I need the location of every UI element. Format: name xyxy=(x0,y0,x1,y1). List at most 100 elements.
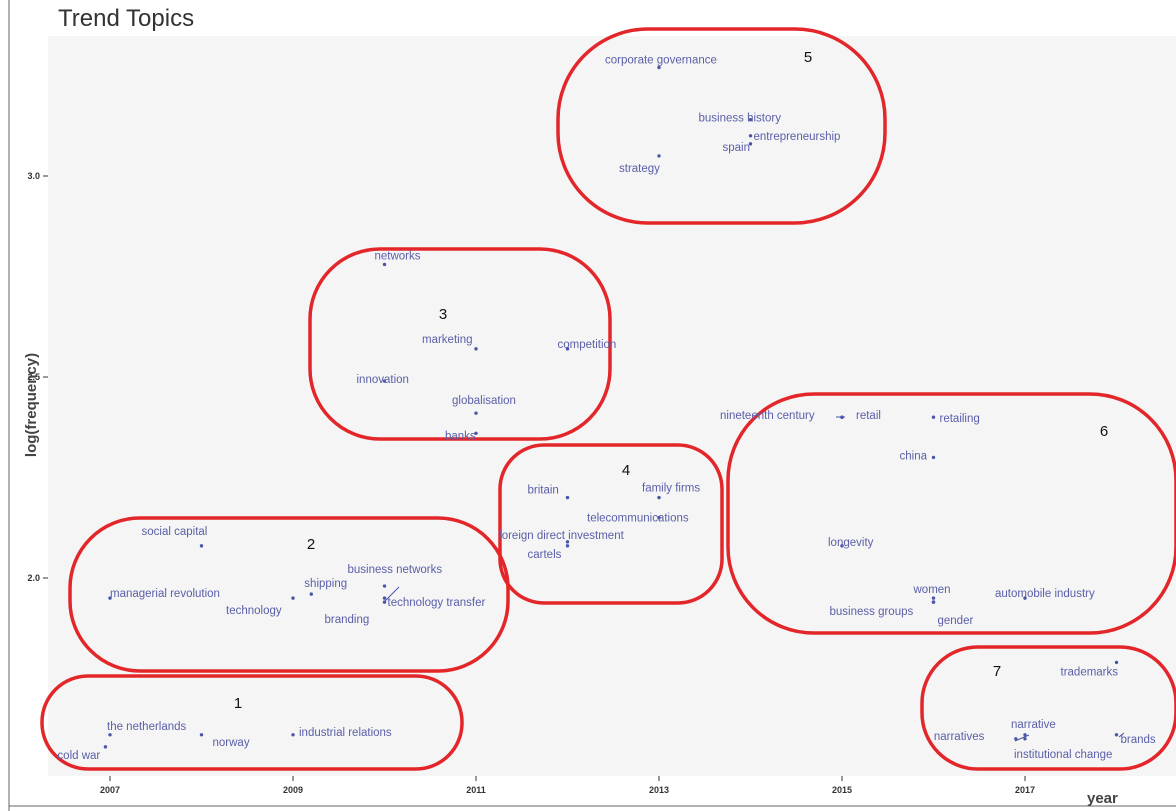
group-number-3: 3 xyxy=(439,306,447,323)
point-label: industrial relations xyxy=(299,727,392,739)
group-number-1: 1 xyxy=(234,695,242,712)
point-label: business groups xyxy=(830,606,914,618)
data-point xyxy=(565,495,570,500)
data-point xyxy=(291,596,295,600)
point-label: the netherlands xyxy=(107,721,187,733)
group-ring-4 xyxy=(498,443,724,605)
point-label: narrative xyxy=(1011,719,1056,731)
group-number-4: 4 xyxy=(622,462,630,479)
data-point xyxy=(931,455,936,460)
x-tick-label: 2013 xyxy=(649,785,669,795)
data-point xyxy=(474,347,478,351)
plot-panel xyxy=(48,36,1176,776)
point-label: managerial revolution xyxy=(110,588,220,600)
x-tick-label: 2011 xyxy=(466,785,486,795)
point-label: trademarks xyxy=(1061,666,1119,678)
data-point xyxy=(474,431,478,435)
group-number-2: 2 xyxy=(307,536,315,553)
point-label: longevity xyxy=(828,537,874,549)
group-ring-3 xyxy=(308,247,612,441)
point-label: retailing xyxy=(940,413,980,425)
data-point xyxy=(657,495,661,500)
label-leader-line xyxy=(1118,732,1125,738)
point-label: china xyxy=(900,450,928,462)
point-label: marketing xyxy=(422,334,473,346)
group-number-5: 5 xyxy=(804,49,812,66)
data-point xyxy=(103,745,108,749)
data-point xyxy=(657,154,661,158)
group-ring-5 xyxy=(556,27,887,225)
chart-title: Trend Topics xyxy=(58,5,194,32)
point-label: innovation xyxy=(357,374,409,386)
data-point xyxy=(748,118,753,122)
data-point xyxy=(931,415,936,419)
point-label: norway xyxy=(213,737,250,749)
point-label: business history xyxy=(699,113,782,125)
point-label: social capital xyxy=(142,526,208,538)
point-label: shipping xyxy=(304,578,347,590)
point-label: nineteenth century xyxy=(720,410,815,422)
data-point xyxy=(1114,733,1119,737)
point-label: retail xyxy=(856,410,881,422)
group-ring-6 xyxy=(726,392,1176,635)
y-tick-label: 2.0 xyxy=(27,573,40,583)
point-label: corporate governance xyxy=(605,54,717,66)
group-ring-7 xyxy=(920,645,1176,771)
x-tick-label: 2015 xyxy=(832,785,852,795)
data-point xyxy=(565,540,570,544)
group-ring-2 xyxy=(68,516,510,673)
label-leader-line xyxy=(1014,734,1030,742)
y-tick-label: 3.0 xyxy=(27,171,40,181)
data-point xyxy=(657,65,661,70)
data-point xyxy=(474,411,478,415)
point-label: telecommunications xyxy=(587,513,689,525)
x-tick-label: 2007 xyxy=(100,785,120,795)
point-label: brands xyxy=(1121,734,1156,746)
data-point xyxy=(1114,660,1119,665)
point-label: family firms xyxy=(642,483,700,495)
data-point xyxy=(382,584,387,588)
point-label: spain xyxy=(723,142,751,154)
data-point xyxy=(565,544,570,548)
data-point xyxy=(1023,733,1027,737)
x-tick-label: 2009 xyxy=(283,785,303,795)
point-label: automobile industry xyxy=(995,588,1095,600)
point-label: competition xyxy=(558,339,617,351)
x-axis-title: year xyxy=(1087,790,1118,807)
point-label: globalisation xyxy=(452,395,516,407)
point-label: foreign direct investment xyxy=(499,530,625,542)
data-point xyxy=(382,596,387,600)
data-point xyxy=(657,516,661,520)
point-label: britain xyxy=(528,485,559,497)
data-point xyxy=(291,733,295,737)
group-number-7: 7 xyxy=(993,663,1001,680)
data-point xyxy=(748,134,753,138)
data-point xyxy=(931,600,936,604)
point-label: banks xyxy=(445,430,476,442)
data-point xyxy=(840,415,844,419)
point-label: narratives xyxy=(934,731,985,743)
data-point xyxy=(1014,737,1018,741)
point-label: technology transfer xyxy=(388,597,486,609)
group-rings: 1 2 3 4 5 6 7 xyxy=(40,27,1176,771)
point-label: entrepreneurship xyxy=(754,131,841,143)
point-label: strategy xyxy=(619,163,660,175)
data-point xyxy=(1023,737,1027,741)
data-point xyxy=(108,733,112,737)
point-label: women xyxy=(913,584,951,596)
point-label: cold war xyxy=(57,750,100,762)
y-tick-label: 2.5 xyxy=(27,372,40,382)
y-axis-title: log(frequency) xyxy=(23,353,40,457)
data-point xyxy=(199,544,204,548)
data-point xyxy=(309,592,313,596)
data-point xyxy=(382,379,387,383)
point-label: branding xyxy=(325,614,370,626)
data-point xyxy=(565,347,570,351)
data-point xyxy=(748,142,753,146)
group-number-6: 6 xyxy=(1100,423,1108,440)
data-point xyxy=(199,733,204,737)
data-point xyxy=(1023,596,1027,600)
data-point xyxy=(382,262,387,267)
x-tick-label: 2017 xyxy=(1015,785,1035,795)
